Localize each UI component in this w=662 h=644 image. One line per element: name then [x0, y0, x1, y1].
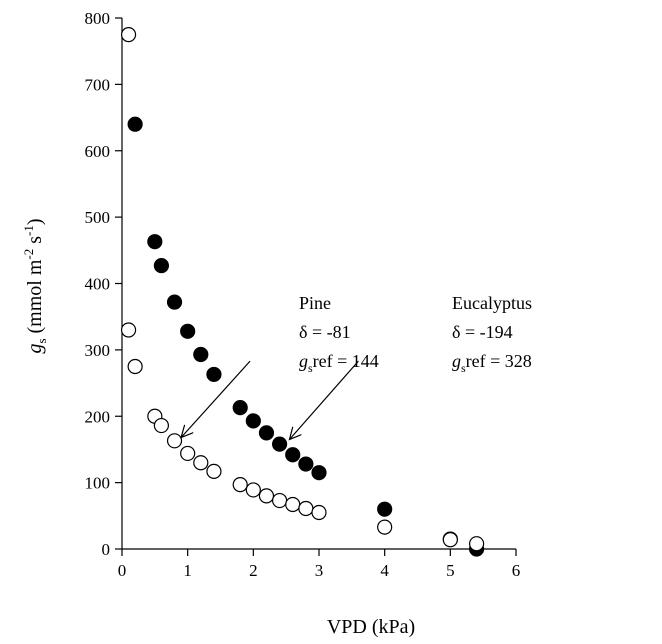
open-point: [311, 504, 327, 521]
filled-point: [166, 294, 183, 310]
data-points: [120, 26, 485, 557]
x-tick-label: 6: [512, 561, 521, 580]
y-tick-label: 700: [85, 75, 111, 94]
open-point: [166, 433, 183, 449]
annotation-eucalyptus: Eucalyptus δ = -194 gsref = 328: [289, 293, 532, 439]
filled-point: [180, 323, 196, 339]
filled-point: [245, 413, 261, 429]
y-tick-label: 500: [85, 208, 111, 227]
open-point: [127, 358, 143, 375]
x-tick-label: 5: [446, 561, 455, 580]
open-point: [120, 322, 137, 338]
annotation-arrow: [289, 360, 359, 439]
filled-point: [285, 447, 301, 463]
annotation-name: Eucalyptus: [452, 293, 532, 313]
open-point: [180, 445, 196, 462]
open-point: [377, 519, 393, 535]
series-2: [120, 26, 485, 552]
x-axis-label: VPD (kPa): [327, 616, 415, 638]
open-point: [285, 496, 301, 513]
filled-point: [311, 465, 327, 481]
ticks: 0 100 200 300 400 500 600 700 800 0 1 2 3 4 5 6: [85, 9, 521, 580]
series-1: [127, 116, 485, 557]
open-point: [469, 536, 485, 552]
y-tick-label: 0: [102, 540, 111, 559]
x-tick-label: 4: [380, 561, 389, 580]
y-tick-label: 600: [85, 142, 111, 161]
y-tick-label: 800: [85, 9, 111, 28]
annotation-pine: Pine δ = -81 gsref = 144: [181, 293, 379, 437]
x-tick-label: 0: [118, 561, 127, 580]
open-point: [206, 463, 222, 479]
x-tick-label: 1: [183, 561, 192, 580]
annotation-gsref: gsref = 144: [299, 351, 379, 375]
open-point: [153, 417, 169, 434]
open-point: [245, 482, 261, 498]
filled-point: [232, 400, 248, 416]
y-tick-label: 200: [85, 407, 111, 426]
filled-point: [193, 346, 209, 363]
y-tick-label: 300: [85, 341, 111, 360]
y-axis-label: gs (mmol m-2 s-1): [21, 218, 49, 353]
annotation-delta: δ = -194: [452, 322, 513, 342]
open-point: [298, 500, 314, 517]
annotation-arrow: [181, 360, 251, 437]
filled-point: [272, 436, 288, 452]
y-tick-label: 100: [85, 474, 111, 493]
x-tick-label: 2: [249, 561, 258, 580]
filled-point: [153, 257, 169, 274]
y-tick-label: 400: [85, 275, 111, 294]
annotation-delta: δ = -81: [299, 322, 351, 342]
open-point: [272, 492, 288, 509]
open-point: [232, 477, 248, 493]
filled-point: [377, 501, 393, 517]
open-point: [442, 532, 458, 548]
x-tick-label: 3: [315, 561, 324, 580]
annotation-name: Pine: [299, 293, 331, 313]
open-point: [258, 488, 275, 504]
filled-point: [298, 456, 314, 472]
open-point: [120, 26, 137, 43]
filled-point: [147, 234, 163, 250]
filled-point: [258, 425, 275, 441]
annotation-gsref: gsref = 328: [452, 351, 532, 375]
filled-point: [127, 116, 143, 132]
annotations: Pine δ = -81 gsref = 144 Eucalyptus δ = -194…: [181, 293, 532, 439]
filled-point: [206, 366, 222, 383]
open-point: [193, 455, 209, 471]
